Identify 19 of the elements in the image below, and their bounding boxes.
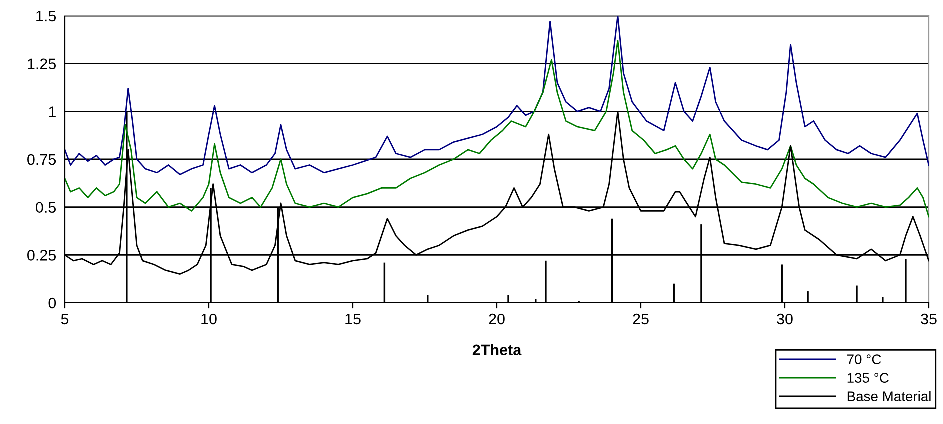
y-tick-label: 1 [49, 106, 56, 118]
y-tick-label: 0.5 [36, 202, 56, 214]
y-tick-label: 0.25 [28, 250, 56, 261]
y-tick-label: 0 [48, 298, 56, 309]
x-tick-label: 30 [777, 314, 793, 325]
x-tick-label: 5 [61, 314, 69, 325]
x-tick-label: 25 [633, 314, 649, 325]
legend-label: Base Material [848, 391, 931, 402]
y-tick-label: 1.25 [28, 58, 56, 70]
x-tick-label: 15 [346, 314, 361, 325]
legend-label: 135 °C [848, 373, 889, 383]
y-tick-label: 0.75 [28, 154, 56, 166]
line-series [65, 40, 929, 218]
x-tick-label: 10 [202, 314, 217, 325]
x-tick-label: 20 [489, 314, 505, 325]
y-tick-label: 1.5 [36, 11, 56, 22]
x-tick-label: 35 [921, 314, 937, 325]
legend-label: 70 °C [848, 354, 882, 364]
x-axis-title: 2Theta [472, 344, 522, 356]
